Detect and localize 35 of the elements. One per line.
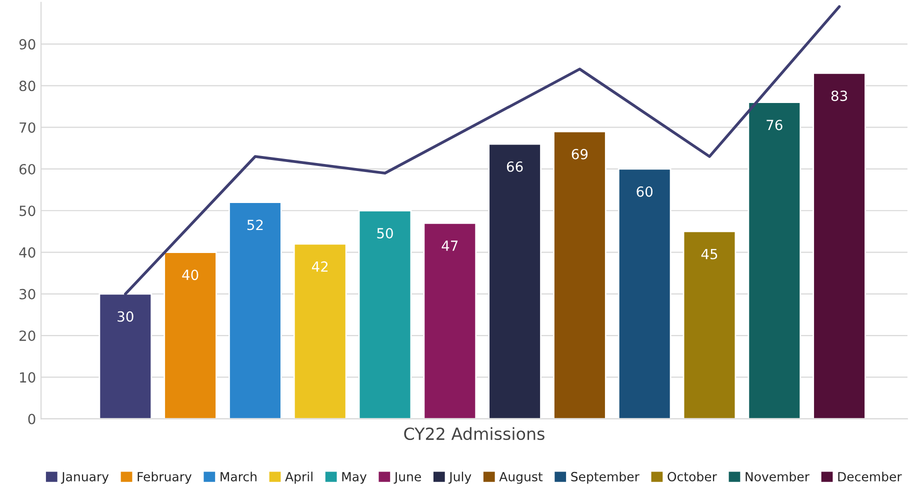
legend-label: June [394,472,421,484]
y-tick-label: 80 [19,80,36,92]
legend-label: April [285,472,312,484]
y-tick-label: 0 [28,414,36,424]
legend-label: July [448,472,472,484]
y-tick-label: 50 [20,206,36,216]
legend-label: November [746,472,810,482]
data-label: 69 [572,148,588,160]
legend-label: December [838,472,902,482]
y-tick-label: 60 [19,164,36,174]
y-tick-label: 10 [20,372,36,383]
data-label: 45 [701,248,718,260]
legend-label: February [138,472,192,484]
data-label: 66 [506,161,523,172]
y-tick-label: 90 [19,39,36,50]
data-label: 30 [118,311,134,322]
legend-label: October [668,472,717,482]
y-tick-label: 30 [20,288,36,300]
data-label: 60 [636,186,653,197]
data-label: 50 [377,228,393,238]
legend-label: May [342,472,367,484]
legend-label: January [60,472,109,484]
data-label: 47 [442,240,458,251]
data-label: 83 [831,90,848,102]
y-tick-label: 20 [20,330,36,342]
y-tick-label: 40 [19,247,36,258]
y-tick-label: 70 [20,122,36,133]
data-label: 52 [247,220,263,230]
x-axis-title: CY22 Admissions [404,427,544,440]
legend-label: September [571,472,640,484]
data-label: 76 [766,120,782,130]
data-label: 40 [182,270,198,280]
data-label: 42 [312,261,328,272]
legend-label: August [499,472,543,484]
legend-label: March [220,472,256,482]
